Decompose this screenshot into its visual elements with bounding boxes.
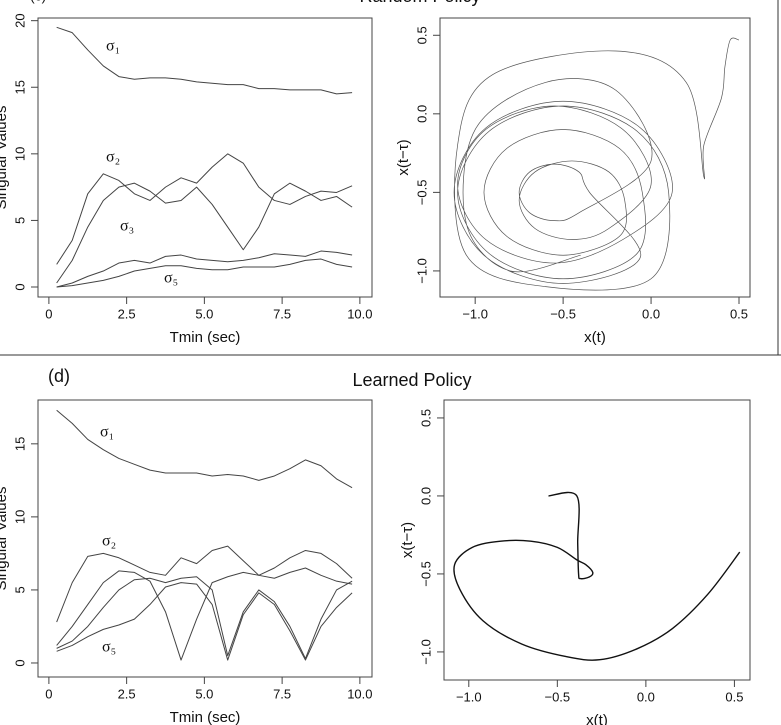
x-tick-label: −0.5	[544, 689, 570, 704]
y-axis-label: Singular Values	[0, 487, 10, 591]
y-tick-label: 0.0	[418, 487, 433, 505]
panel-title: Learned Policy	[352, 370, 471, 390]
series-label: σ₂	[106, 149, 120, 166]
x-tick-label: 0	[45, 686, 52, 701]
data-line	[56, 258, 353, 288]
x-tick-label: 5.0	[195, 306, 213, 321]
x-tick-label: 7.5	[273, 686, 291, 701]
data-line	[56, 250, 353, 288]
x-tick-label: 10.0	[347, 686, 372, 701]
x-tick-label: 0	[45, 306, 52, 321]
data-line	[56, 582, 353, 661]
series-label: σ₁	[100, 424, 114, 441]
x-tick-label: 10.0	[347, 306, 372, 321]
x-axis-label: x(t)	[586, 712, 608, 725]
y-tick-label: −1.0	[418, 639, 433, 665]
series-label: σ₅	[164, 270, 178, 287]
y-tick-label: 0	[12, 283, 27, 290]
data-line	[56, 153, 353, 265]
panel-label: (d)	[48, 366, 70, 386]
y-axis-label: x(t−τ)	[395, 139, 412, 175]
x-axis-label: x(t)	[584, 329, 606, 346]
x-tick-label: −1.0	[456, 689, 482, 704]
series-label: σ₁	[106, 38, 120, 55]
x-tick-label: 0.0	[642, 306, 660, 321]
y-tick-label: 20	[12, 13, 27, 27]
series-label: σ₃	[120, 218, 134, 235]
y-tick-label: −1.0	[414, 258, 429, 284]
y-tick-label: 15	[12, 80, 27, 94]
data-line	[56, 567, 353, 661]
x-axis-label: Tmin (sec)	[170, 329, 241, 346]
y-tick-label: −0.5	[414, 180, 429, 206]
x-tick-label: 2.5	[118, 686, 136, 701]
data-line	[56, 545, 353, 623]
data-line	[453, 491, 741, 661]
data-line	[56, 26, 353, 95]
x-tick-label: −0.5	[550, 306, 576, 321]
x-tick-label: 2.5	[118, 306, 136, 321]
x-tick-label: −1.0	[462, 306, 488, 321]
y-tick-label: 0.0	[414, 105, 429, 123]
y-tick-label: 5	[12, 586, 27, 593]
y-tick-label: 0	[12, 659, 27, 666]
y-tick-label: 5	[12, 217, 27, 224]
x-tick-label: 0.5	[725, 689, 743, 704]
y-axis-label: x(t−τ)	[399, 522, 416, 558]
panel-label: (c)	[30, 0, 46, 4]
x-axis-label: Tmin (sec)	[170, 709, 241, 725]
y-tick-label: 10	[12, 510, 27, 524]
plot-frame	[439, 17, 751, 298]
series-label: σ₅	[102, 639, 116, 656]
x-tick-label: 0.0	[637, 689, 655, 704]
y-tick-label: 0.5	[418, 409, 433, 427]
x-tick-label: 7.5	[273, 306, 291, 321]
series-label: σ₂	[102, 533, 116, 550]
plot-frame	[443, 399, 751, 681]
plot-frame	[37, 399, 373, 678]
x-tick-label: 0.5	[730, 306, 748, 321]
plot-frame	[37, 17, 373, 298]
y-tick-label: 10	[12, 147, 27, 161]
data-line	[56, 182, 353, 284]
x-tick-label: 5.0	[195, 686, 213, 701]
y-tick-label: 15	[12, 437, 27, 451]
data-line	[453, 37, 740, 291]
data-line	[56, 576, 353, 660]
panel-title: Random Policy	[359, 0, 480, 6]
y-tick-label: 0.5	[414, 26, 429, 44]
data-line	[56, 409, 353, 489]
y-tick-label: −0.5	[418, 561, 433, 587]
y-axis-label: Singular Values	[0, 106, 10, 210]
